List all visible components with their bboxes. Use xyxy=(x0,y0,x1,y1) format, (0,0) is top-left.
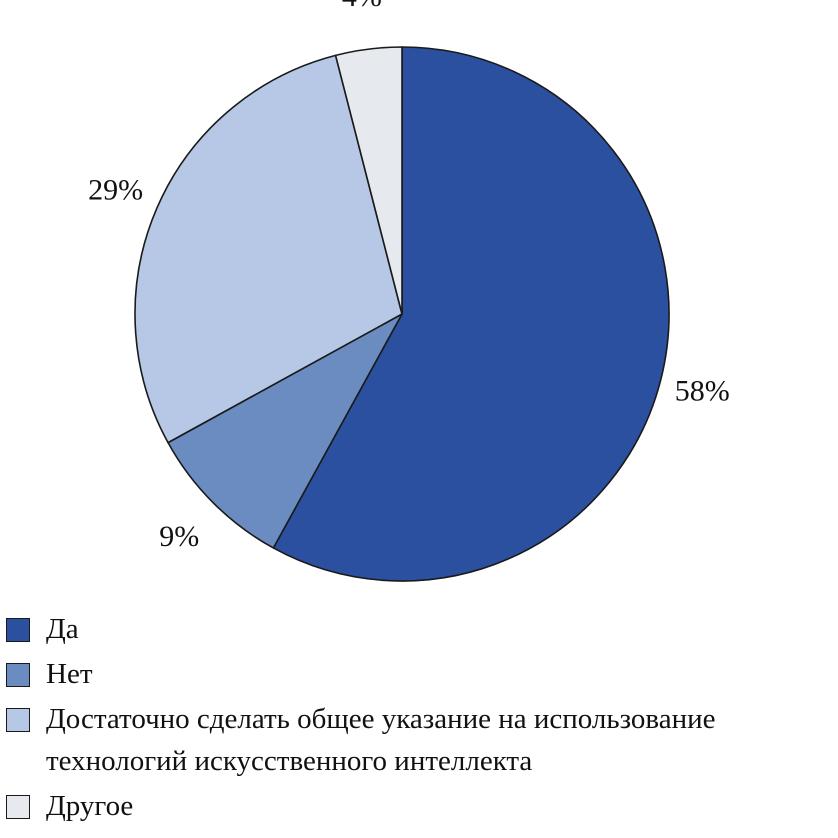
pie-slice-no xyxy=(167,313,403,549)
legend-swatch-general-ai-mention xyxy=(6,708,30,732)
pie-label-other: 4% xyxy=(342,0,382,13)
pie-label-yes: 58% xyxy=(675,375,730,408)
legend-swatch-other xyxy=(6,795,30,819)
legend-label-yes: Да xyxy=(46,613,79,645)
legend-item-no: Нет xyxy=(6,653,838,695)
legend-item-yes: Да xyxy=(6,608,838,650)
legend-label-no: Нет xyxy=(46,658,93,690)
legend: Да Нет Достаточно сделать общее указание… xyxy=(6,608,838,830)
pie-chart: 58% 9% 29% 4% xyxy=(88,0,730,582)
legend-swatch-yes xyxy=(6,618,30,642)
legend-swatch-no xyxy=(6,663,30,687)
pie-label-no: 9% xyxy=(159,520,199,553)
legend-item-general-ai-mention: Достаточно сделать общее указание на исп… xyxy=(6,698,838,782)
pie-label-general-ai-mention: 29% xyxy=(88,174,143,207)
pie-slices xyxy=(134,46,670,582)
pie-labels: 58% 9% 29% 4% xyxy=(88,0,730,553)
pie-slice-general-ai-mention xyxy=(134,54,403,444)
legend-item-other: Другое xyxy=(6,785,838,827)
legend-label-other: Другое xyxy=(46,790,134,822)
pie-slice-other xyxy=(334,46,403,315)
legend-label-general-ai-mention: Достаточно сделать общее указание на исп… xyxy=(46,703,716,777)
pie-slice-yes xyxy=(272,46,670,582)
